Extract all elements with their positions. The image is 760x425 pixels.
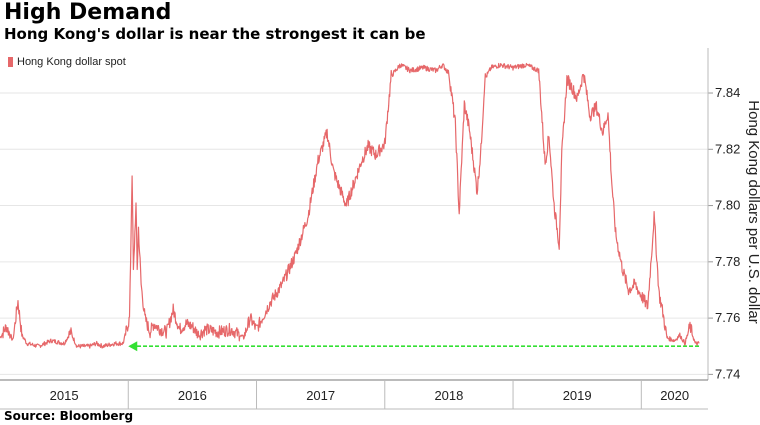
y-tick-label: 7.74	[715, 366, 740, 381]
gridlines	[0, 92, 708, 375]
chart-title: High Demand	[4, 0, 172, 25]
y-tick-label: 7.80	[715, 198, 740, 213]
y-tick-label: 7.78	[715, 254, 740, 269]
y-tick-label: 7.82	[715, 141, 740, 156]
series-line-hkd-spot	[0, 62, 700, 349]
axes	[0, 48, 713, 410]
y-axis-label: Hong Kong dollars per U.S. dollar	[745, 100, 760, 323]
x-tick-label: 2019	[563, 388, 592, 403]
peg-limit-arrowhead	[128, 341, 138, 352]
y-tick-label: 7.76	[715, 310, 740, 325]
legend-swatch	[8, 57, 13, 67]
x-tick-label: 2018	[434, 388, 463, 403]
x-tick-label: 2015	[50, 388, 79, 403]
y-tick-label: 7.84	[715, 85, 740, 100]
legend-label: Hong Kong dollar spot	[17, 56, 126, 68]
chart-subtitle: Hong Kong's dollar is near the strongest…	[4, 25, 426, 43]
x-tick-label: 2020	[660, 388, 689, 403]
y-tick-labels: 7.74 7.76 7.78 7.80 7.82 7.84	[715, 85, 740, 381]
series-layer	[0, 62, 700, 349]
source-note: Source: Bloomberg	[4, 409, 134, 423]
x-tick-label: 2016	[178, 388, 207, 403]
x-tick-label: 2017	[306, 388, 335, 403]
legend: Hong Kong dollar spot	[8, 55, 126, 69]
annotation-layer	[128, 341, 700, 352]
x-tick-labels: 2015 2016 2017 2018 2019 2020	[50, 388, 689, 403]
